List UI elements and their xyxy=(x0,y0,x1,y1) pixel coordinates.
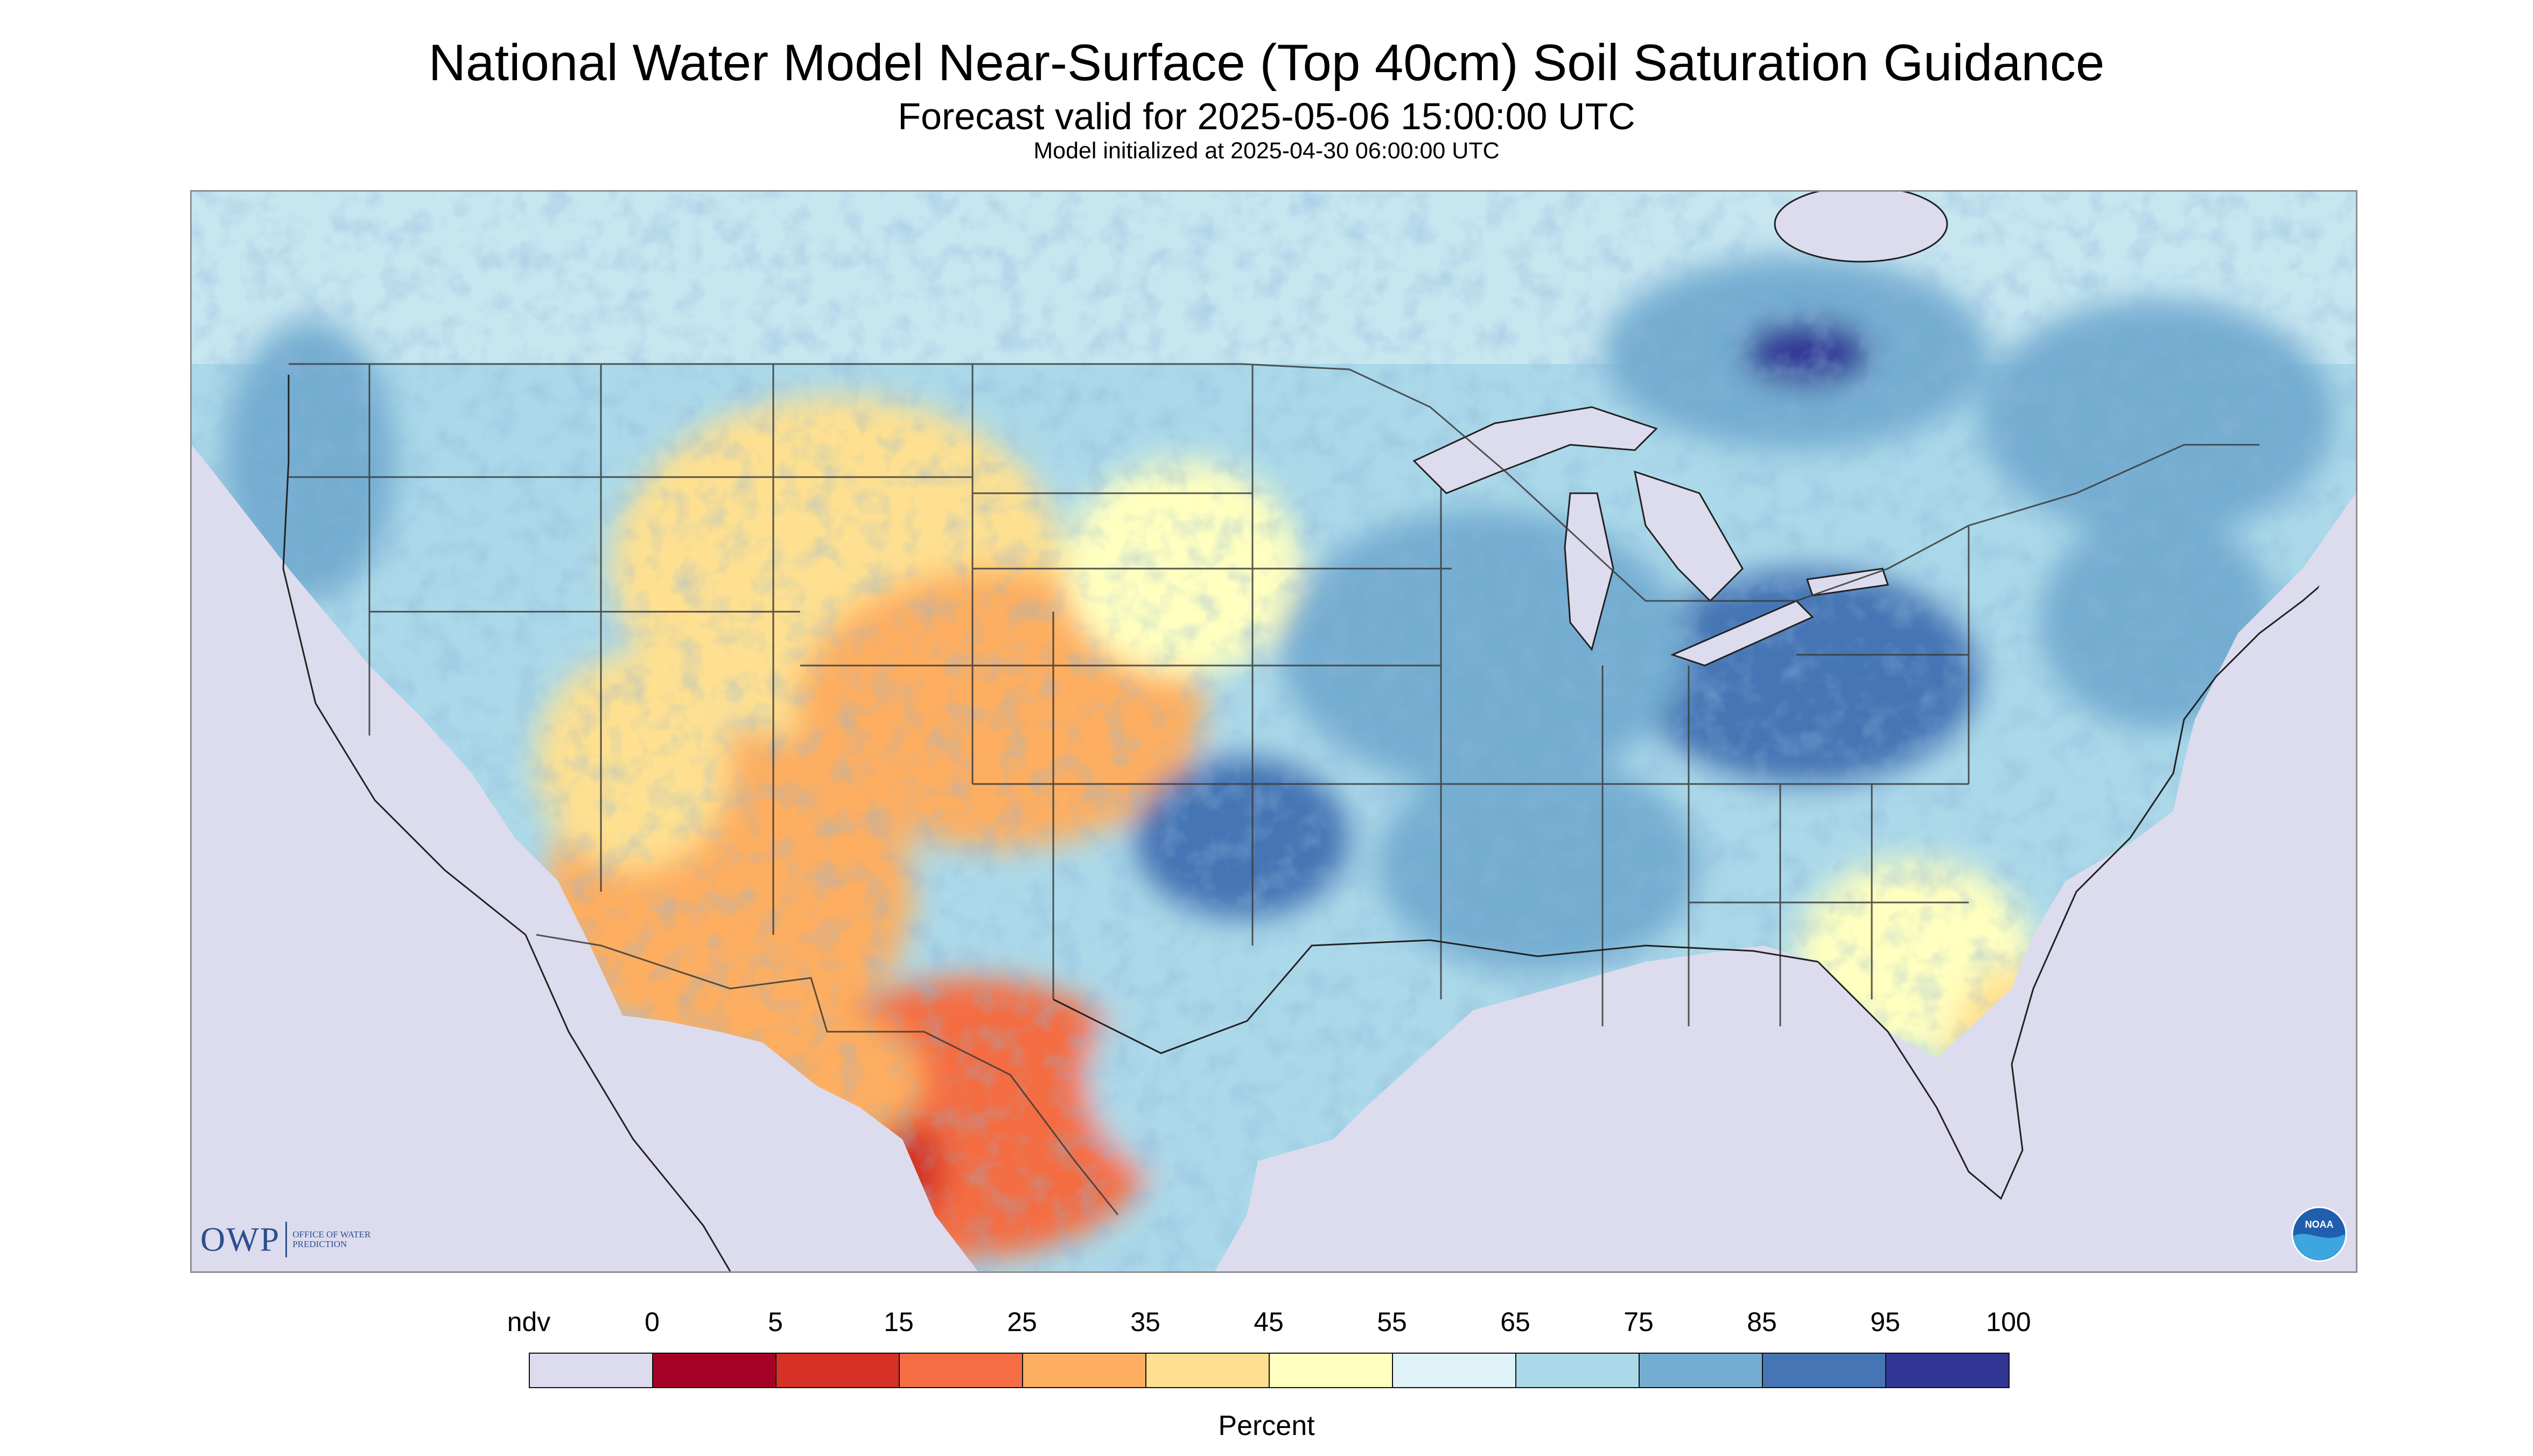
colorbar-swatch xyxy=(1639,1353,1763,1388)
colorbar-swatch xyxy=(1269,1353,1393,1388)
gulf-coast xyxy=(1053,939,1818,1054)
us-mexico-border xyxy=(536,934,1119,1215)
svg-text:NOAA: NOAA xyxy=(2305,1219,2334,1230)
colorbar-tick-label: 45 xyxy=(1254,1307,1284,1337)
colorbar-tick-label: 75 xyxy=(1624,1307,1654,1337)
model-init-line: Model initialized at 2025-04-30 06:00:00… xyxy=(1033,138,1500,164)
owp-logo-divider xyxy=(285,1222,288,1257)
colorbar-swatch xyxy=(1515,1353,1640,1388)
colorbar-swatch xyxy=(1762,1353,1886,1388)
colorbar-swatch xyxy=(1145,1353,1270,1388)
atlantic-coast xyxy=(2032,568,2341,989)
us-canada-border xyxy=(289,363,2259,602)
colorbar-swatch xyxy=(899,1353,1023,1388)
colorbar-tick-label: 15 xyxy=(884,1307,914,1337)
soil-saturation-map xyxy=(190,190,2357,1273)
map-title: National Water Model Near-Surface (Top 4… xyxy=(428,34,2105,92)
colorbar-swatch xyxy=(1885,1353,2010,1388)
west-domain-edge xyxy=(192,590,472,1271)
pacific-coast xyxy=(282,375,526,936)
colorbar-swatch xyxy=(529,1353,653,1388)
colorbar-tick-label: 25 xyxy=(1007,1307,1037,1337)
colorbar-legend: ndv 0 5 15 25 35 45 55 65 75 85 95 100 xyxy=(0,1282,2533,1454)
owp-logo: OWP OFFICE OF WATER PREDICTION xyxy=(200,1218,373,1261)
colorbar-tick-label: 55 xyxy=(1377,1307,1407,1337)
lake-superior xyxy=(1412,406,1658,494)
colorbar-tick-label: 5 xyxy=(768,1307,783,1337)
colorbar-swatch xyxy=(652,1353,776,1388)
owp-logo-subtext: OFFICE OF WATER PREDICTION xyxy=(292,1229,371,1249)
baja-peninsula xyxy=(524,934,731,1271)
east-domain-edge xyxy=(2109,493,2356,1271)
colorbar-tick-label: 35 xyxy=(1130,1307,1160,1337)
colorbar-tick-label: ndv xyxy=(507,1307,551,1337)
colorbar-swatch xyxy=(775,1353,900,1388)
colorbar-tick-label: 65 xyxy=(1500,1307,1530,1337)
florida-coast xyxy=(1817,961,2034,1200)
noaa-logo: NOAA xyxy=(2291,1206,2347,1262)
colorbar-tick-label: 95 xyxy=(1870,1307,1900,1337)
colorbar-tick-label: 85 xyxy=(1747,1307,1777,1337)
forecast-valid-subtitle: Forecast valid for 2025-05-06 15:00:00 U… xyxy=(898,95,1635,137)
colorbar-tick-label: 0 xyxy=(645,1307,660,1337)
hudson-bay-edge xyxy=(1774,192,1948,263)
colorbar-tick-label: 100 xyxy=(1986,1307,2031,1337)
lake-michigan xyxy=(1564,492,1614,652)
owp-logo-letters: OWP xyxy=(200,1220,281,1258)
colorbar-unit-label: Percent xyxy=(1218,1410,1315,1441)
colorbar-swatch xyxy=(1392,1353,1516,1388)
colorbar-swatch xyxy=(1022,1353,1146,1388)
lake-erie xyxy=(1670,600,1814,667)
